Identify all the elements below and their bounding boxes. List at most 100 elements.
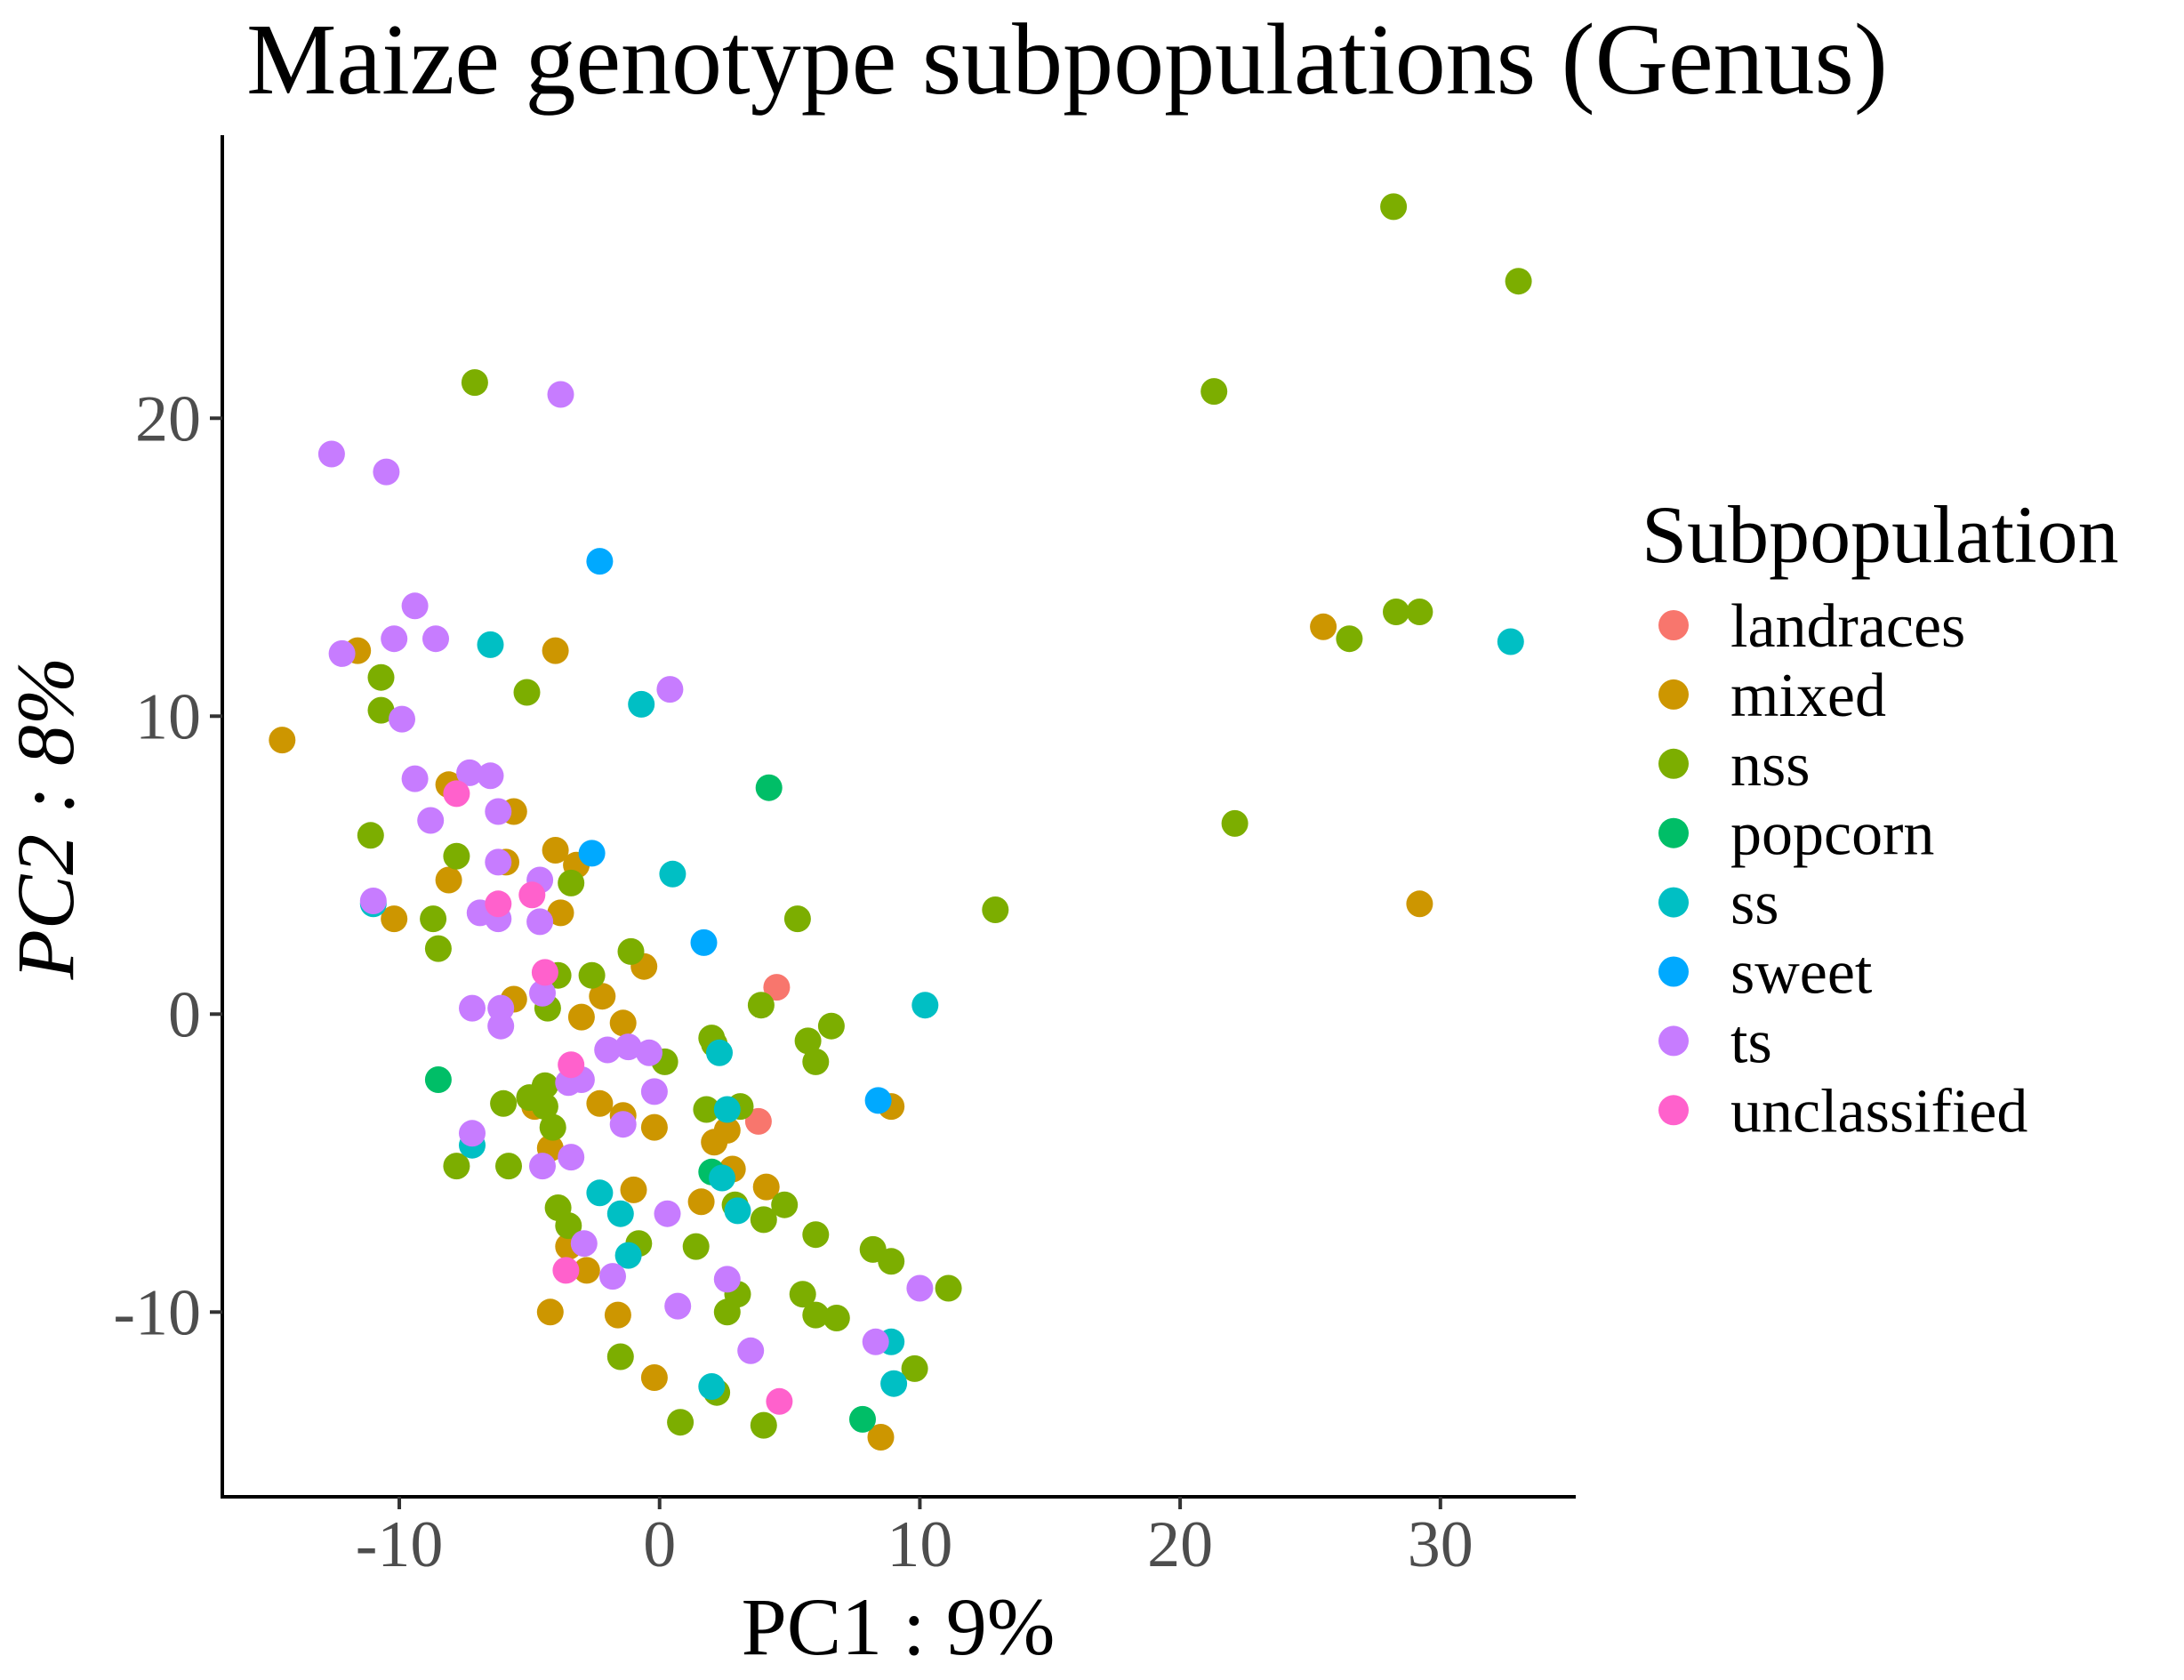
point-unclassified-6: [766, 1387, 793, 1415]
legend-item-mixed: mixed: [1658, 662, 1886, 730]
point-nss-32: [817, 1012, 845, 1040]
legend-items: landracesmixednsspopcornsssweettsunclass…: [1658, 592, 2027, 1145]
point-ts-35: [570, 1230, 598, 1258]
legend-label-nss: nss: [1730, 731, 1810, 800]
series-ts: [317, 381, 934, 1364]
legend-label-landraces: landraces: [1730, 592, 1965, 661]
point-mixed-25: [620, 1176, 647, 1203]
point-unclassified-4: [558, 1051, 585, 1079]
point-ts-0: [317, 440, 345, 468]
point-nss-16: [531, 1093, 558, 1121]
legend-item-popcorn: popcorn: [1658, 800, 1934, 869]
point-ts-37: [664, 1292, 692, 1320]
point-mixed-33: [867, 1424, 895, 1451]
x-tick-label: 0: [643, 1508, 676, 1581]
point-ss-10: [606, 1200, 634, 1227]
point-mixed-7: [542, 837, 569, 864]
point-ts-39: [737, 1337, 765, 1364]
point-ts-26: [636, 1039, 662, 1066]
point-nss-41: [802, 1301, 830, 1329]
legend-item-ss: ss: [1658, 870, 1779, 938]
point-popcorn-0: [755, 774, 783, 801]
legend-label-mixed: mixed: [1730, 662, 1886, 730]
point-ts-8: [656, 676, 684, 703]
point-ts-12: [485, 798, 512, 825]
point-ss-5: [713, 1096, 741, 1123]
point-ts-3: [401, 592, 429, 620]
point-nss-5: [443, 842, 470, 870]
point-unclassified-0: [443, 780, 470, 808]
point-nss-55: [1383, 599, 1409, 625]
point-nss-30: [794, 1027, 822, 1055]
point-mixed-34: [1310, 613, 1337, 640]
point-nss-15: [531, 1072, 558, 1099]
legend-label-unclassified: unclassified: [1730, 1077, 2027, 1145]
point-ts-36: [599, 1263, 626, 1290]
y-tick-label: 10: [135, 680, 201, 753]
legend-key-mixed: [1658, 679, 1689, 710]
legend-item-nss: nss: [1658, 731, 1810, 800]
point-nss-21: [693, 1096, 720, 1123]
point-ts-25: [614, 1033, 642, 1061]
point-nss-45: [935, 1274, 962, 1302]
legend-label-ts: ts: [1730, 1008, 1772, 1076]
data-points: [269, 193, 1532, 1451]
point-nss-50: [750, 1411, 777, 1439]
legend-item-sweet: sweet: [1658, 939, 1873, 1008]
point-ts-24: [594, 1036, 622, 1064]
point-ts-9: [401, 765, 429, 792]
point-nss-31: [802, 1048, 830, 1075]
legend-key-ss: [1658, 887, 1689, 918]
point-nss-51: [982, 896, 1009, 923]
point-nss-34: [555, 1212, 582, 1240]
point-nss-26: [750, 1206, 777, 1234]
point-ss-9: [586, 1179, 614, 1207]
point-ss-14: [880, 1370, 908, 1397]
point-nss-48: [667, 1409, 695, 1436]
point-nss-42: [823, 1305, 850, 1331]
point-mixed-16: [586, 1089, 614, 1117]
series-mixed: [269, 613, 1433, 1451]
point-ts-22: [487, 1012, 515, 1040]
point-unclassified-3: [531, 959, 558, 986]
legend-key-unclassified: [1658, 1095, 1689, 1126]
point-nss-10: [578, 961, 606, 989]
point-mixed-9: [547, 899, 574, 927]
point-mixed-35: [1406, 890, 1433, 918]
point-nss-4: [357, 822, 384, 849]
legend: Subpopulation landracesmixednsspopcornss…: [1642, 489, 2119, 1145]
point-nss-44: [878, 1248, 905, 1275]
point-mixed-23: [536, 1298, 564, 1326]
point-mixed-30: [752, 1173, 780, 1201]
point-nss-53: [1221, 809, 1249, 837]
point-mixed-22: [573, 1257, 600, 1284]
point-ts-14: [485, 848, 512, 876]
point-nss-13: [490, 1089, 518, 1117]
point-ss-6: [709, 1164, 735, 1192]
point-unclassified-5: [552, 1257, 580, 1284]
point-mixed-4: [381, 905, 408, 933]
point-unclassified-2: [518, 881, 546, 909]
point-nss-57: [1380, 193, 1408, 221]
point-ss-7: [724, 1197, 751, 1225]
point-popcorn-3: [849, 1405, 876, 1433]
point-ts-15: [359, 888, 387, 914]
point-ts-1: [373, 458, 400, 486]
point-nss-40: [789, 1281, 816, 1308]
point-ss-1: [628, 690, 655, 718]
point-popcorn-1: [424, 1066, 452, 1093]
point-ts-19: [526, 908, 554, 936]
legend-label-sweet: sweet: [1730, 939, 1873, 1008]
point-ss-12: [911, 992, 939, 1019]
point-ts-41: [906, 1274, 934, 1302]
x-tick-label: -10: [356, 1508, 444, 1581]
y-axis-ticks: -10 0 10 20: [113, 382, 222, 1349]
point-mixed-14: [609, 1009, 637, 1037]
series-landraces: [744, 974, 791, 1135]
point-nss-29: [783, 905, 811, 933]
y-axis-title: PC2 : 8%: [0, 657, 91, 981]
point-mixed-12: [567, 1003, 595, 1031]
point-nss-38: [713, 1298, 741, 1326]
legend-key-landraces: [1658, 610, 1689, 640]
